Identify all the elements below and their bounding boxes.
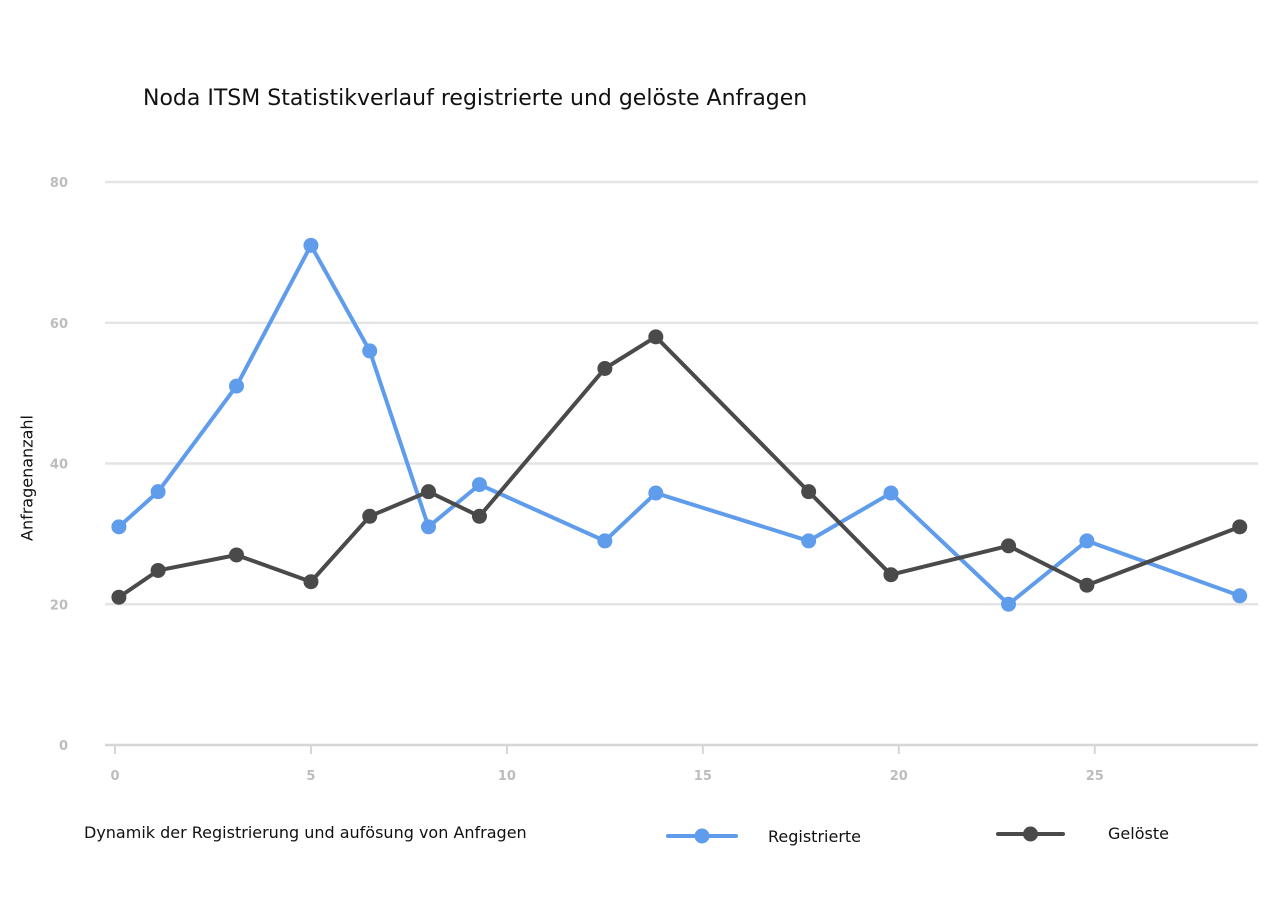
data-point-registrierte-2: [228, 378, 244, 394]
x-tick-label: 25: [1086, 769, 1104, 784]
x-tick-label: 15: [694, 769, 712, 784]
data-point-geloeste-9: [801, 484, 817, 500]
data-point-geloeste-5: [421, 484, 437, 500]
data-point-geloeste-1: [150, 562, 166, 578]
data-point-geloeste-12: [1079, 577, 1095, 593]
y-tick-label: 40: [50, 458, 68, 473]
data-point-geloeste-2: [228, 547, 244, 563]
legend-marker-geloeste: [1023, 826, 1038, 842]
data-point-geloeste-10: [883, 567, 899, 583]
series-line-geloeste: [116, 334, 1242, 600]
data-point-geloeste-6: [471, 508, 487, 524]
x-axis-label: Dynamik der Registrierung und aufösung v…: [84, 823, 527, 842]
data-point-registrierte-9: [801, 533, 817, 549]
x-tick-label: 0: [110, 769, 119, 784]
x-tick-label: 20: [890, 769, 908, 784]
data-point-geloeste-4: [362, 508, 378, 524]
data-point-registrierte-0: [111, 519, 127, 535]
data-point-geloeste-8: [648, 329, 664, 345]
data-point-registrierte-11: [1001, 596, 1017, 612]
x-tick-label: 5: [306, 769, 315, 784]
y-tick-label: 20: [50, 598, 68, 613]
data-point-registrierte-3: [303, 237, 319, 253]
chart-title: Noda ITSM Statistikverlauf registrierte …: [143, 86, 808, 111]
legend-label-geloeste: Gelöste: [1108, 824, 1169, 843]
data-point-registrierte-12: [1079, 533, 1095, 549]
data-point-registrierte-1: [150, 484, 166, 500]
legend-marker-registrierte: [694, 828, 710, 844]
series-line-registrierte: [116, 243, 1242, 607]
data-point-geloeste-13: [1232, 519, 1248, 535]
data-point-geloeste-0: [111, 589, 127, 605]
y-tick-label: 80: [50, 176, 68, 191]
y-tick-label: 60: [50, 317, 68, 332]
data-point-registrierte-5: [421, 519, 437, 535]
legend-label-registrierte: Registrierte: [768, 827, 862, 846]
data-point-geloeste-3: [303, 574, 319, 590]
data-point-registrierte-4: [362, 343, 378, 359]
data-point-registrierte-13: [1232, 588, 1248, 604]
x-tick-label: 10: [498, 769, 516, 784]
y-tick-label: 0: [59, 739, 68, 754]
data-point-registrierte-6: [471, 477, 487, 493]
data-point-geloeste-11: [1001, 538, 1017, 554]
data-point-registrierte-7: [597, 533, 613, 549]
data-point-registrierte-10: [883, 485, 899, 501]
data-point-registrierte-8: [648, 485, 664, 501]
data-point-geloeste-7: [597, 360, 613, 376]
